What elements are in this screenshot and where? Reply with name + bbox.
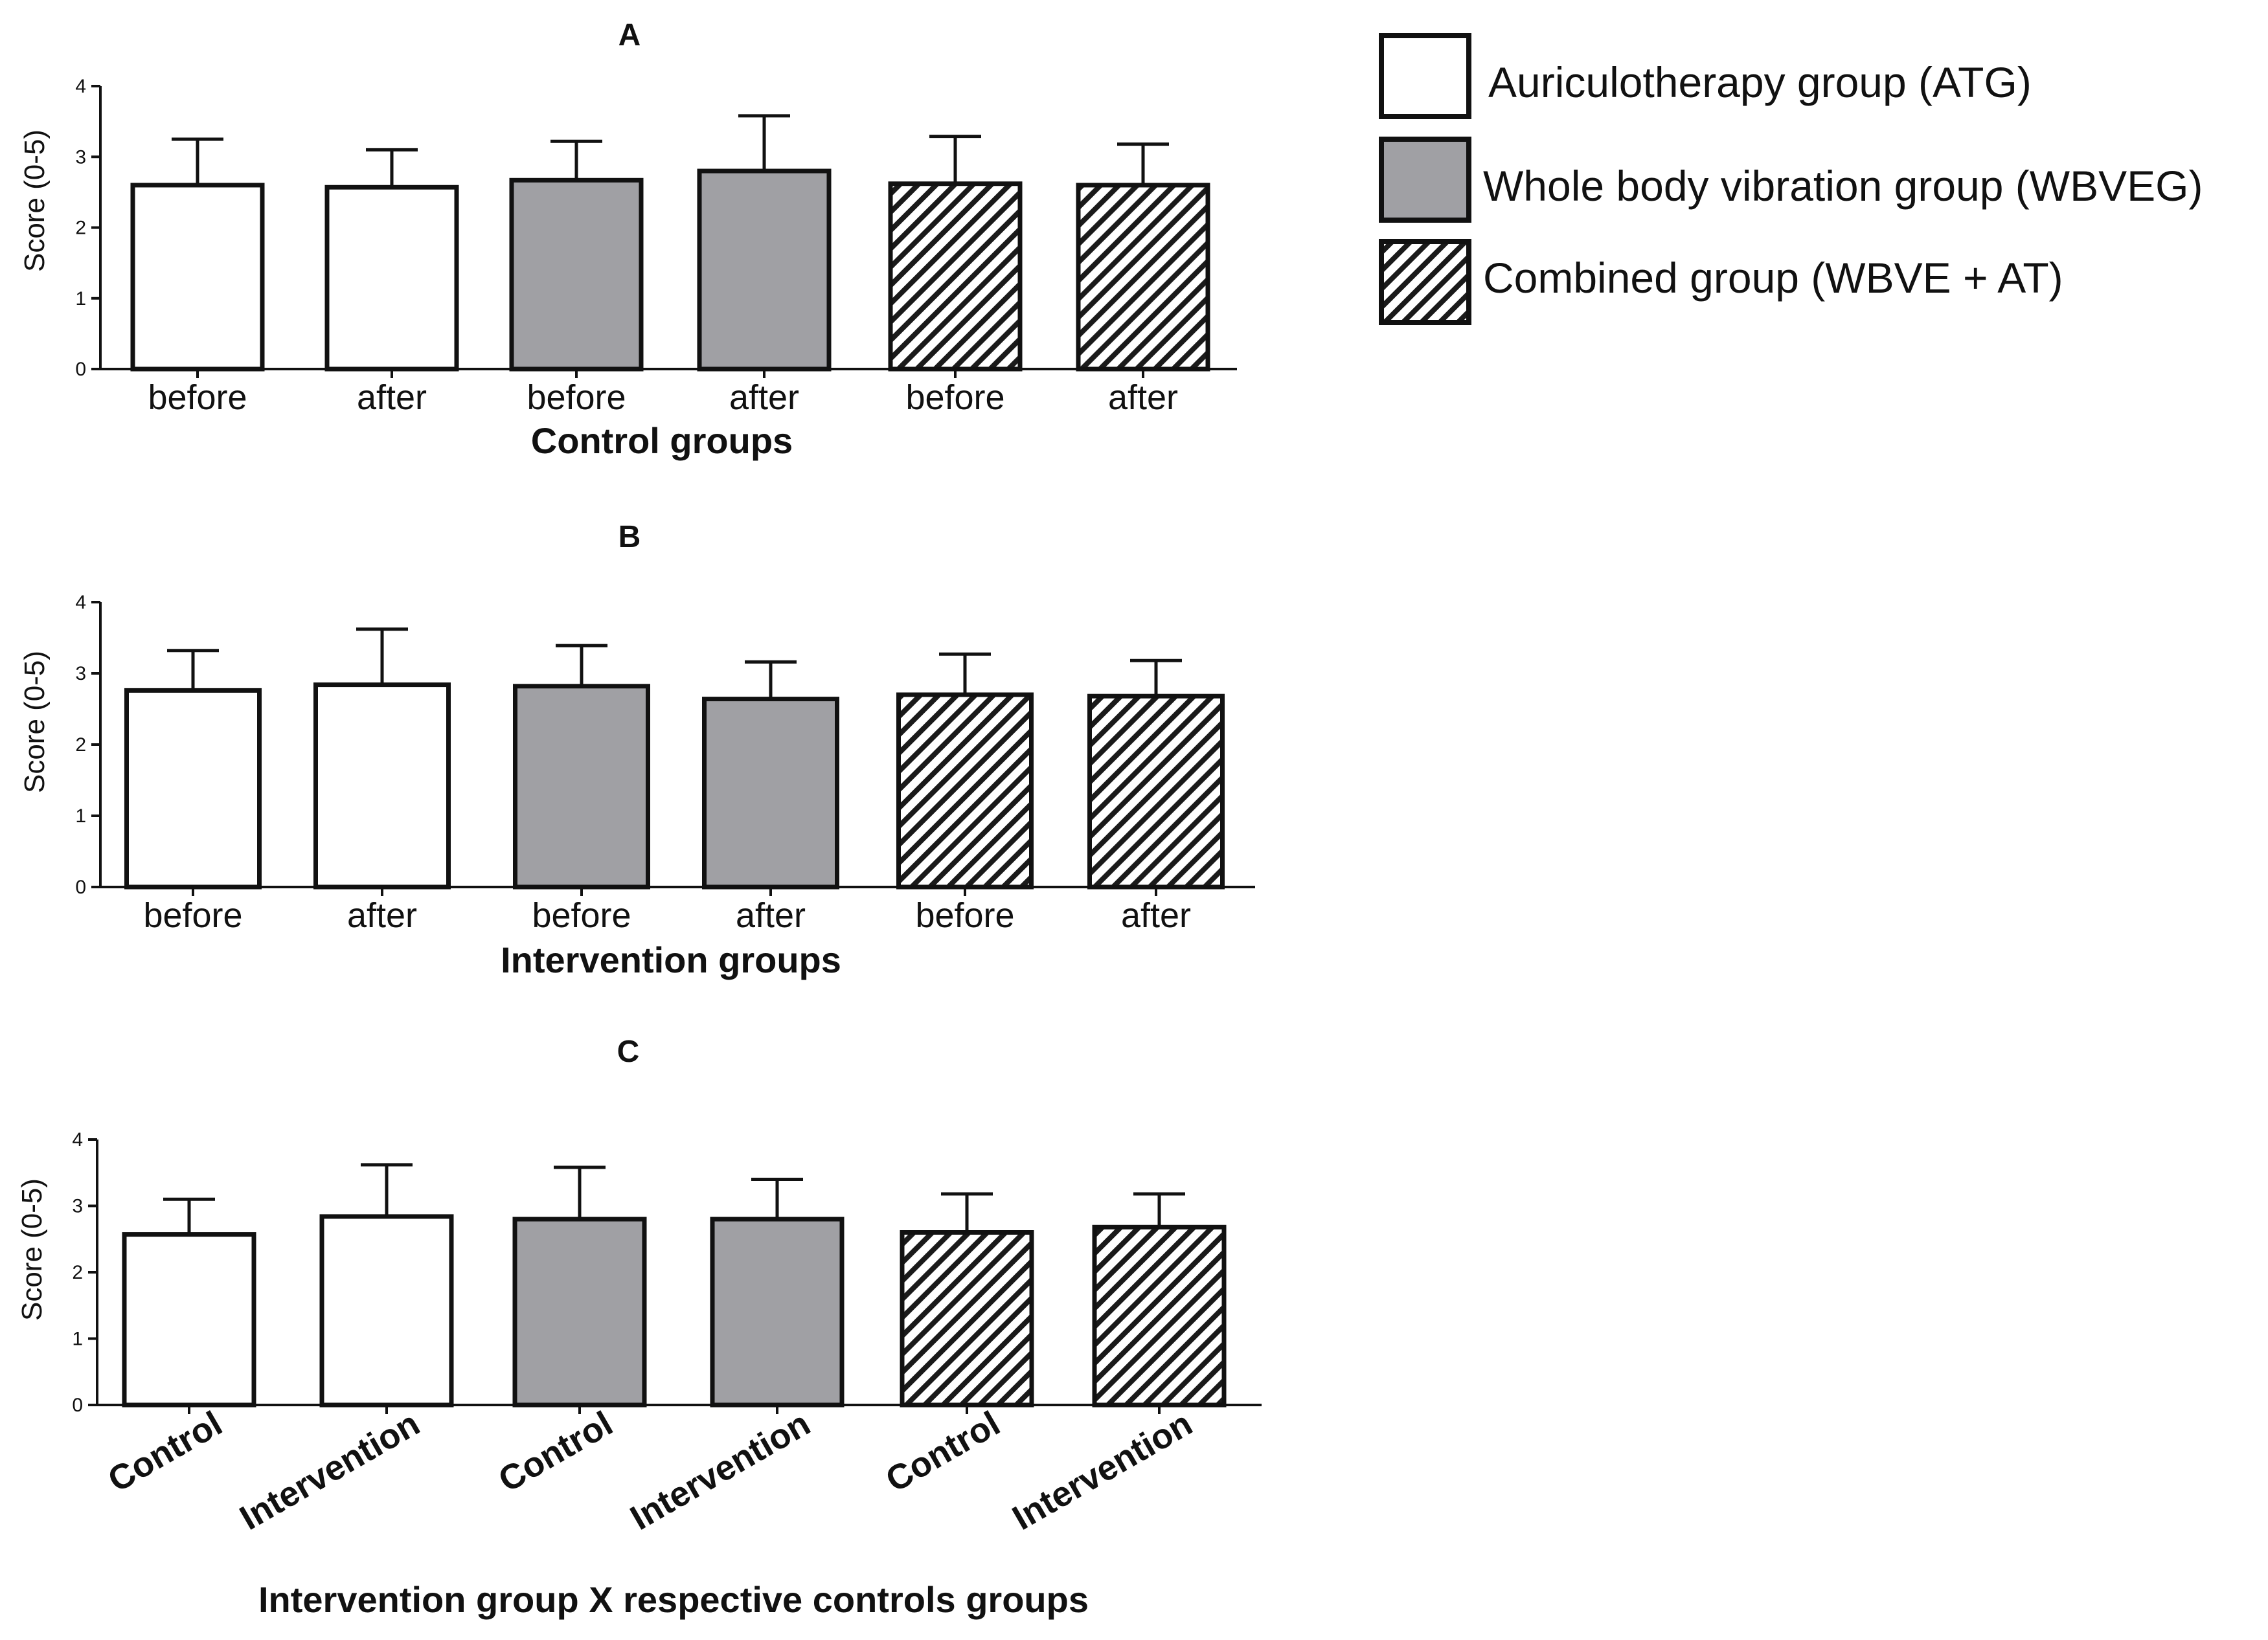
legend-label-atg: Auriculotherapy group (ATG) <box>1488 58 2032 106</box>
bar-wbveg <box>509 177 644 372</box>
x-tick-label: before <box>143 896 242 935</box>
bar-wbveg <box>702 697 839 890</box>
x-tick-label: Control <box>879 1404 1006 1500</box>
y-tick-label: 0 <box>72 1395 83 1416</box>
x-tick-label: before <box>532 896 631 935</box>
bar-combined <box>900 1230 1034 1408</box>
panel-c-bars <box>122 1163 1227 1408</box>
legend-swatch-wbveg <box>1379 137 1471 223</box>
y-tick-label: 1 <box>72 1329 83 1350</box>
panel-b-axes: 0 1 2 3 4 <box>75 592 1255 898</box>
y-tick-label: 0 <box>75 877 86 898</box>
bar-wbveg <box>697 168 832 372</box>
bar-combined <box>888 181 1023 372</box>
bar-atg <box>319 1214 454 1408</box>
panel-b-letter: B <box>618 520 641 554</box>
y-tick-label: 3 <box>75 663 86 684</box>
bar-combined <box>1087 693 1225 890</box>
y-tick-label: 2 <box>75 734 86 756</box>
x-tick-label: after <box>357 378 427 417</box>
panel-a-letter: A <box>618 18 641 52</box>
panel-c-y-axis-title: Score (0-5) <box>16 1178 48 1321</box>
x-tick-label: Control <box>492 1404 619 1500</box>
y-tick-label: 2 <box>72 1262 83 1283</box>
panel-b-chart: B Score (0-5) 0 1 2 3 4 before after before aft… <box>19 520 1255 980</box>
legend-label-combined: Combined group (WBVE + AT) <box>1483 254 2063 302</box>
panel-b-bars <box>124 627 1225 890</box>
x-tick-label: after <box>729 378 799 417</box>
bar-wbveg <box>710 1217 845 1408</box>
x-tick-label: before <box>915 896 1014 935</box>
y-tick-label: 0 <box>75 359 86 380</box>
legend: Auriculotherapy group (ATG) Whole body v… <box>1379 33 2203 325</box>
panel-a-chart: A Score (0-5) 0 1 2 3 4 before after before aft… <box>19 18 1237 461</box>
y-tick-label: 4 <box>75 76 86 97</box>
bar-atg <box>124 688 262 890</box>
x-tick-label: after <box>1121 896 1191 935</box>
x-tick-label: after <box>347 896 417 935</box>
bar-combined <box>1076 183 1210 372</box>
x-tick-label: Intervention <box>1006 1404 1199 1537</box>
legend-swatch-combined <box>1379 239 1471 325</box>
bar-atg <box>324 185 459 372</box>
legend-swatch-atg <box>1379 33 1471 119</box>
x-tick-label: before <box>527 378 626 417</box>
bar-atg <box>130 183 265 372</box>
y-tick-label: 3 <box>72 1196 83 1217</box>
x-tick-label: after <box>1108 378 1178 417</box>
x-tick-label: before <box>905 378 1004 417</box>
bar-combined <box>1092 1224 1227 1408</box>
bar-wbveg <box>512 1217 647 1408</box>
x-tick-label: after <box>736 896 806 935</box>
panel-a-x-axis-title: Control groups <box>531 420 793 461</box>
x-tick-label: Intervention <box>624 1404 817 1537</box>
x-tick-label: Control <box>102 1404 229 1500</box>
x-tick-label: Intervention <box>233 1404 426 1537</box>
y-tick-label: 2 <box>75 218 86 239</box>
panel-a-y-axis-title: Score (0-5) <box>19 129 51 272</box>
panel-b-y-axis-title: Score (0-5) <box>19 651 51 793</box>
panel-a-axes: 0 1 2 3 4 <box>75 76 1237 380</box>
panel-b-x-axis-title: Intervention groups <box>501 939 841 980</box>
panel-c-x-tick-labels: Control Intervention Control Intervention Co… <box>102 1404 1199 1537</box>
y-tick-label: 3 <box>75 146 86 168</box>
y-tick-label: 1 <box>75 288 86 309</box>
bar-combined <box>896 692 1034 890</box>
y-tick-label: 4 <box>75 592 86 613</box>
bar-atg <box>122 1232 256 1408</box>
panel-a-x-tick-labels: before after before after before after <box>148 378 1178 417</box>
y-tick-label: 4 <box>72 1129 83 1151</box>
panel-c-x-axis-title: Intervention group X respective controls… <box>258 1579 1089 1620</box>
panel-c-letter: C <box>617 1035 640 1069</box>
panel-c-axes: 0 1 2 3 4 <box>72 1129 1262 1416</box>
x-tick-label: before <box>148 378 247 417</box>
legend-label-wbveg: Whole body vibration group (WBVEG) <box>1483 162 2203 210</box>
panel-b-x-tick-labels: before after before after before after <box>143 896 1191 935</box>
panel-a-bars <box>130 114 1210 372</box>
bar-atg <box>313 682 451 890</box>
bar-wbveg <box>513 684 650 890</box>
y-tick-label: 1 <box>75 805 86 827</box>
